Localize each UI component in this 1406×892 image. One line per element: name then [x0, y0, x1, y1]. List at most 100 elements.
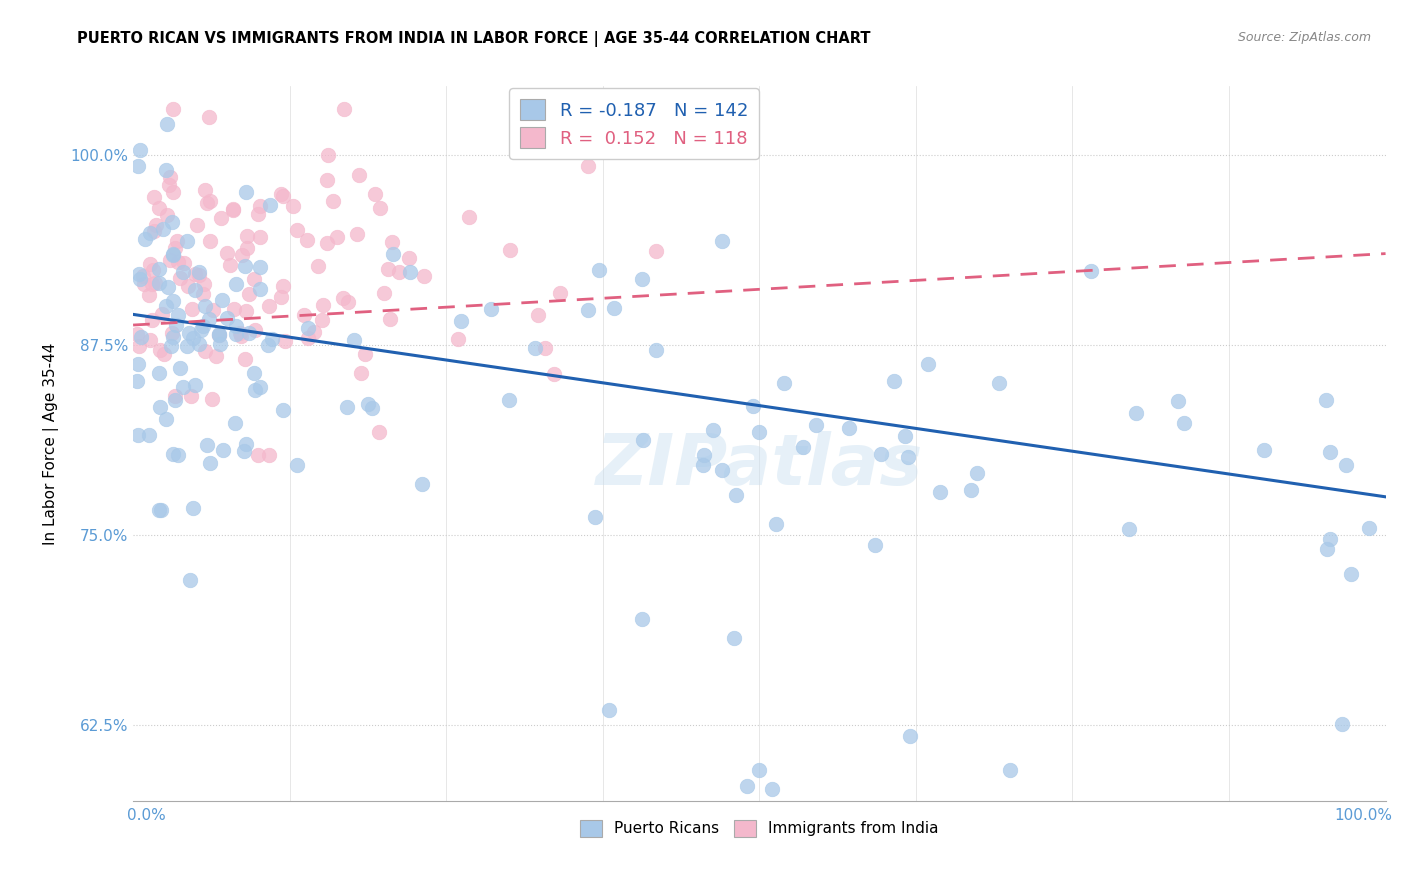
Point — [184, 378, 207, 392]
Point — [156, 209, 179, 223]
Point — [748, 764, 770, 778]
Point — [257, 299, 280, 313]
Point — [249, 199, 271, 213]
Point — [960, 483, 983, 497]
Point — [411, 477, 433, 491]
Point — [159, 253, 181, 268]
Point — [610, 136, 633, 150]
Point — [138, 287, 160, 301]
Point — [312, 298, 335, 312]
Point — [198, 456, 221, 470]
Point — [388, 265, 411, 279]
Point — [679, 124, 702, 138]
Point — [198, 234, 221, 248]
Point — [195, 196, 218, 211]
Point — [169, 271, 191, 285]
Point — [129, 330, 152, 344]
Point — [249, 282, 271, 296]
Point — [543, 368, 565, 382]
Point — [162, 330, 184, 344]
Point — [413, 269, 436, 284]
Point — [243, 322, 266, 336]
Point — [173, 256, 195, 270]
Point — [208, 328, 231, 343]
Point — [155, 411, 177, 425]
Point — [169, 361, 191, 376]
Point — [172, 380, 194, 394]
Point — [127, 159, 149, 173]
Point — [360, 401, 382, 415]
Point — [143, 277, 166, 291]
Point — [804, 417, 827, 432]
Point — [630, 612, 652, 626]
Point — [1357, 521, 1379, 535]
Point — [1316, 541, 1339, 556]
Point — [894, 429, 917, 443]
Point — [215, 310, 238, 325]
Point — [221, 202, 243, 217]
Point — [225, 277, 247, 292]
Point — [257, 448, 280, 462]
Point — [583, 510, 606, 524]
Point — [602, 301, 624, 315]
Point — [188, 337, 211, 351]
Point — [159, 170, 181, 185]
Point — [142, 263, 165, 277]
Point — [249, 380, 271, 394]
Point — [195, 438, 218, 452]
Point — [1319, 445, 1341, 459]
Point — [209, 211, 232, 225]
Point — [235, 259, 257, 273]
Point — [176, 234, 198, 248]
Point — [633, 433, 655, 447]
Point — [548, 285, 571, 300]
Point — [1331, 717, 1354, 731]
Point — [166, 235, 188, 249]
Point — [347, 168, 370, 182]
Point — [326, 229, 349, 244]
Point — [450, 314, 472, 328]
Point — [225, 327, 247, 342]
Point — [127, 428, 149, 442]
Point — [373, 286, 395, 301]
Point — [1253, 442, 1275, 457]
Point — [193, 277, 215, 291]
Point — [870, 447, 893, 461]
Point — [167, 308, 190, 322]
Point — [177, 279, 200, 293]
Point — [128, 267, 150, 281]
Point — [524, 341, 547, 355]
Point — [191, 318, 214, 333]
Point — [588, 263, 610, 277]
Point — [211, 293, 233, 308]
Point — [249, 260, 271, 274]
Legend: Puerto Ricans, Immigrants from India: Puerto Ricans, Immigrants from India — [574, 814, 945, 843]
Point — [162, 447, 184, 461]
Point — [194, 298, 217, 312]
Point — [157, 178, 180, 193]
Point — [224, 319, 246, 334]
Point — [346, 227, 368, 241]
Point — [765, 516, 787, 531]
Point — [208, 326, 231, 341]
Point — [231, 329, 253, 343]
Point — [792, 440, 814, 454]
Point — [208, 327, 231, 342]
Point — [139, 257, 162, 271]
Point — [148, 366, 170, 380]
Point — [1315, 392, 1337, 407]
Point — [382, 247, 405, 261]
Point — [838, 420, 860, 434]
Point — [353, 347, 375, 361]
Point — [1125, 406, 1147, 420]
Point — [1319, 532, 1341, 546]
Point — [149, 401, 172, 415]
Point — [357, 397, 380, 411]
Point — [219, 258, 242, 272]
Point — [316, 235, 339, 250]
Point — [702, 424, 724, 438]
Point — [630, 272, 652, 286]
Point — [143, 190, 166, 204]
Point — [145, 218, 167, 232]
Point — [748, 425, 770, 439]
